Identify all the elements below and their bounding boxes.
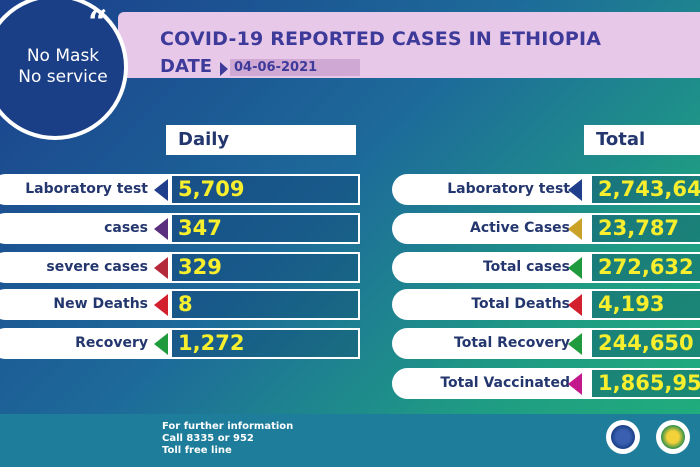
daily-row: cases 347 [0, 213, 360, 244]
pointer-icon [154, 257, 168, 279]
total-value: 4,193 [590, 289, 700, 320]
footer-bar [0, 414, 700, 467]
daily-label: New Deaths [0, 289, 170, 320]
pointer-icon [568, 333, 582, 355]
institute-logo-icon [656, 420, 690, 454]
no-mask-badge: No Mask No service [0, 0, 128, 140]
total-row: Total Recovery 244,650 [392, 328, 700, 359]
total-label: Total Deaths [392, 289, 592, 320]
daily-value: 8 [170, 289, 360, 320]
pointer-icon [568, 179, 582, 201]
footer-info: For further information [162, 421, 294, 432]
daily-value: 347 [170, 213, 360, 244]
total-label: Laboratory test [392, 174, 592, 205]
total-value: 23,787 [590, 213, 700, 244]
badge-line1: No Mask [26, 45, 100, 66]
page-title: COVID-19 REPORTED CASES IN ETHIOPIA [160, 28, 602, 50]
pointer-icon [568, 218, 582, 240]
pointer-icon [154, 333, 168, 355]
daily-row: New Deaths 8 [0, 289, 360, 320]
total-row: Total Vaccinated 1,865,958 [392, 368, 700, 399]
total-value: 244,650 [590, 328, 700, 359]
daily-row: Recovery 1,272 [0, 328, 360, 359]
total-value: 1,865,958 [590, 368, 700, 399]
footer-phone: Call 8335 or 952 [162, 433, 254, 444]
pointer-icon [568, 257, 582, 279]
title-banner [118, 12, 700, 78]
total-header: Total [584, 125, 700, 155]
total-row: Laboratory test 2,743,647 [392, 174, 700, 205]
date-arrow-icon [220, 62, 228, 76]
daily-label: Recovery [0, 328, 170, 359]
date-label: DATE [160, 56, 213, 77]
total-label: Total Recovery [392, 328, 592, 359]
pointer-icon [154, 294, 168, 316]
ministry-logo-icon [606, 420, 640, 454]
pointer-icon [568, 294, 582, 316]
daily-value: 5,709 [170, 174, 360, 205]
daily-header: Daily [166, 125, 356, 155]
pointer-icon [154, 218, 168, 240]
total-label: Active Cases [392, 213, 592, 244]
daily-value: 329 [170, 252, 360, 283]
total-value: 2,743,647 [590, 174, 700, 205]
total-label: Total Vaccinated [392, 368, 592, 399]
total-row: Active Cases 23,787 [392, 213, 700, 244]
pointer-icon [568, 373, 582, 395]
total-value: 272,632 [590, 252, 700, 283]
daily-label: cases [0, 213, 170, 244]
total-label: Total cases [392, 252, 592, 283]
quote-mark-icon: “ [88, 3, 108, 43]
daily-label: Laboratory test [0, 174, 170, 205]
daily-row: severe cases 329 [0, 252, 360, 283]
total-row: Total Deaths 4,193 [392, 289, 700, 320]
badge-line2: No service [18, 67, 108, 87]
daily-row: Laboratory test 5,709 [0, 174, 360, 205]
pointer-icon [154, 179, 168, 201]
total-row: Total cases 272,632 [392, 252, 700, 283]
date-value: 04-06-2021 [230, 59, 360, 76]
daily-value: 1,272 [170, 328, 360, 359]
daily-label: severe cases [0, 252, 170, 283]
footer-tollfree: Toll free line [162, 445, 232, 456]
